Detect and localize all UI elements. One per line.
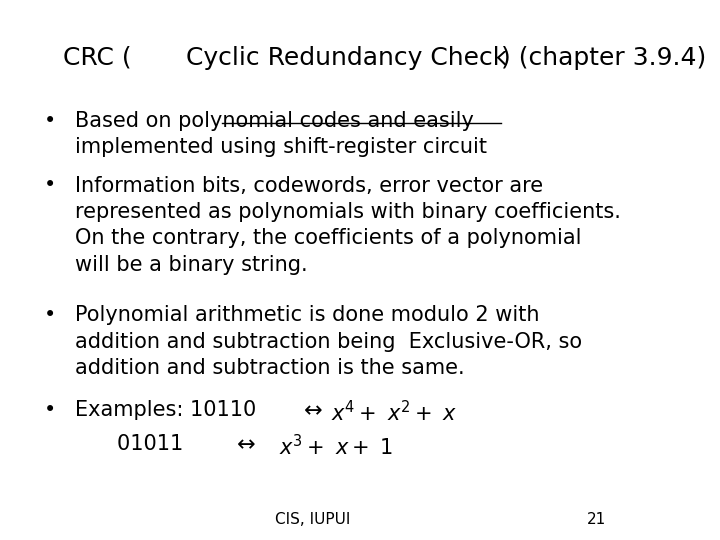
Text: $\leftrightarrow$: $\leftrightarrow$ (300, 400, 323, 420)
Text: •: • (44, 305, 56, 325)
Text: Information bits, codewords, error vector are
represented as polynomials with bi: Information bits, codewords, error vecto… (75, 176, 621, 275)
Text: 21: 21 (588, 511, 606, 526)
Text: •: • (44, 176, 56, 195)
Text: $\leftrightarrow$: $\leftrightarrow$ (232, 434, 256, 454)
Text: $x^4 +\ x^2 +\ x$: $x^4 +\ x^2 +\ x$ (331, 400, 457, 425)
Text: 01011: 01011 (117, 434, 190, 454)
Text: Cyclic Redundancy Check: Cyclic Redundancy Check (186, 46, 508, 70)
Text: Polynomial arithmetic is done modulo 2 with
addition and subtraction being  Excl: Polynomial arithmetic is done modulo 2 w… (75, 305, 582, 378)
Text: CIS, IUPUI: CIS, IUPUI (275, 511, 351, 526)
Text: Examples: 10110: Examples: 10110 (75, 400, 263, 420)
Text: Based on polynomial codes and easily
implemented using shift-register circuit: Based on polynomial codes and easily imp… (75, 111, 487, 157)
Text: $x^3 +\ x +\ \mathit{1}$: $x^3 +\ x +\ \mathit{1}$ (279, 434, 393, 459)
Text: •: • (44, 111, 56, 131)
Text: CRC (: CRC ( (63, 46, 131, 70)
Text: •: • (44, 400, 56, 420)
Text: ) (chapter 3.9.4): ) (chapter 3.9.4) (501, 46, 707, 70)
